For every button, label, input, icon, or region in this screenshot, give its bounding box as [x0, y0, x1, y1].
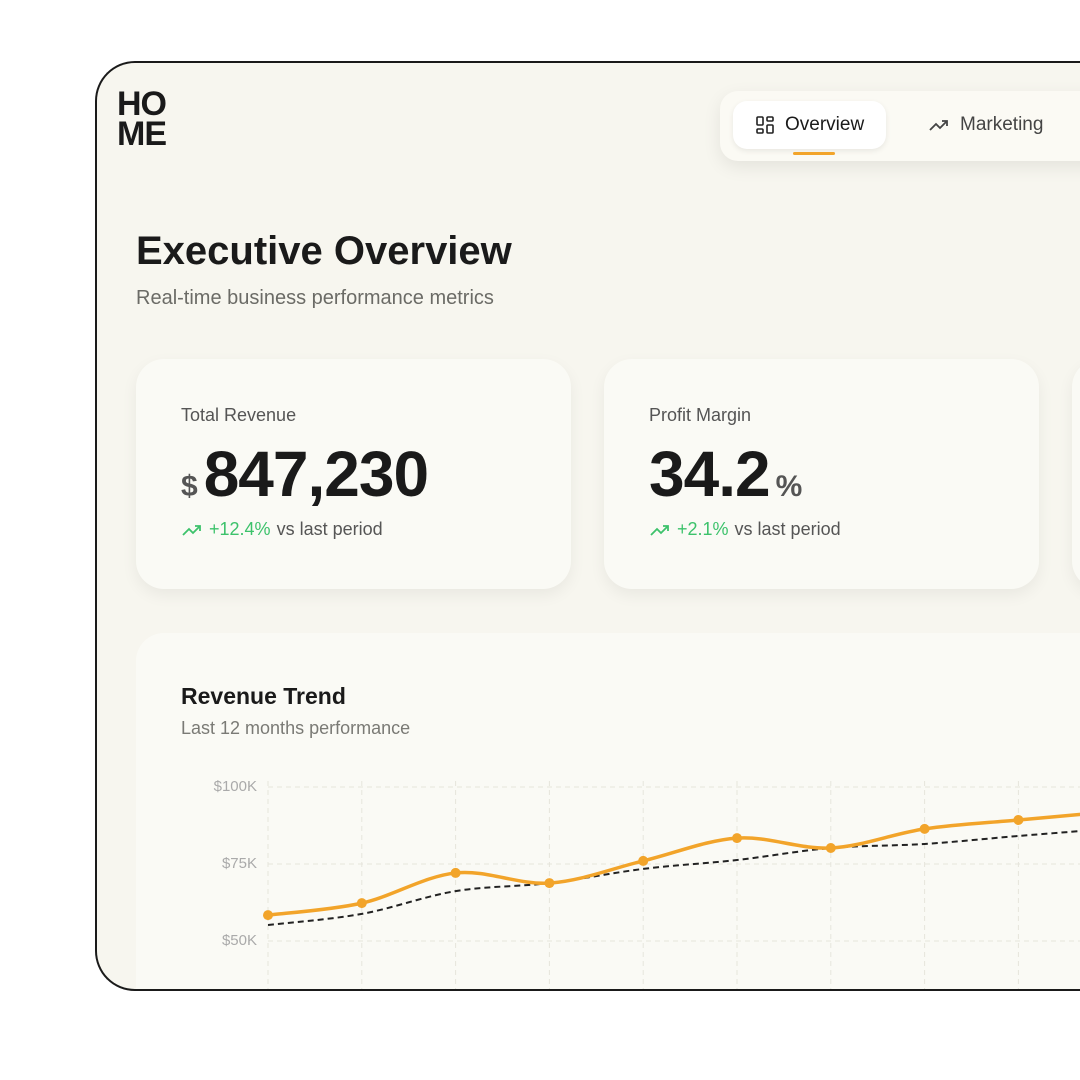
data-point — [263, 910, 273, 921]
data-point — [450, 867, 461, 878]
nav-tab[interactable]: Marketing — [906, 101, 1065, 149]
line-series — [267, 830, 1080, 926]
kpi-suffix: % — [775, 470, 803, 503]
up-icon — [650, 524, 669, 536]
kpi-change: +12.4% vs last period — [181, 519, 383, 540]
chart-card — [136, 633, 1080, 989]
kpi-change-note: vs last period — [276, 519, 383, 539]
y-tick-label: $50K — [222, 932, 257, 949]
kpi-card — [1072, 359, 1080, 589]
y-tick-label: $100K — [214, 778, 257, 795]
data-point — [919, 823, 930, 834]
page-subtitle: Real-time business performance metrics — [136, 287, 494, 309]
kpi-value-row: $847,230 — [181, 437, 429, 511]
logo-line: HO — [117, 85, 167, 123]
chart-title: Revenue Trend — [181, 683, 346, 709]
data-point — [544, 878, 555, 889]
grid-icon — [756, 116, 774, 134]
trend-icon — [929, 120, 948, 131]
chart: $100K $75K $50K — [214, 778, 1080, 989]
nav-bar: Overview Marketing — [720, 91, 1080, 161]
tab-label: Overview — [785, 114, 865, 135]
kpi-card: Profit Margin 34.2% +2.1% vs last period — [604, 359, 1039, 589]
kpi-change-note: vs last period — [734, 519, 841, 539]
data-point — [638, 855, 649, 866]
up-icon — [182, 524, 201, 536]
kpi-value: 34.2 — [649, 438, 771, 510]
data-point — [356, 898, 367, 909]
kpi-prefix: $ — [181, 470, 198, 503]
kpi-label: Total Revenue — [181, 405, 297, 425]
nav-tab[interactable]: Overview — [733, 101, 887, 155]
tab-label: Marketing — [960, 114, 1044, 135]
kpi-card: Total Revenue $847,230 +12.4% vs last per… — [136, 359, 571, 589]
y-tick-label: $75K — [222, 855, 257, 872]
kpi-label: Profit Margin — [649, 405, 752, 425]
data-point — [825, 842, 836, 853]
logo[interactable]: HO ME — [117, 85, 167, 153]
kpi-change-value: +2.1% — [677, 519, 729, 539]
page-title: Executive Overview — [136, 229, 512, 273]
data-point — [732, 833, 742, 844]
logo-line: ME — [117, 115, 167, 153]
kpi-value-row: 34.2% — [649, 437, 802, 511]
chart-subtitle: Last 12 months performance — [181, 718, 411, 738]
kpi-change: +2.1% vs last period — [649, 519, 841, 540]
kpi-change-value: +12.4% — [209, 519, 271, 539]
kpi-value: 847,230 — [203, 438, 429, 510]
data-point — [1013, 814, 1024, 825]
line-series — [267, 812, 1080, 917]
device-frame: HO ME Overview Marketing Executive Overvi… — [95, 61, 1080, 991]
